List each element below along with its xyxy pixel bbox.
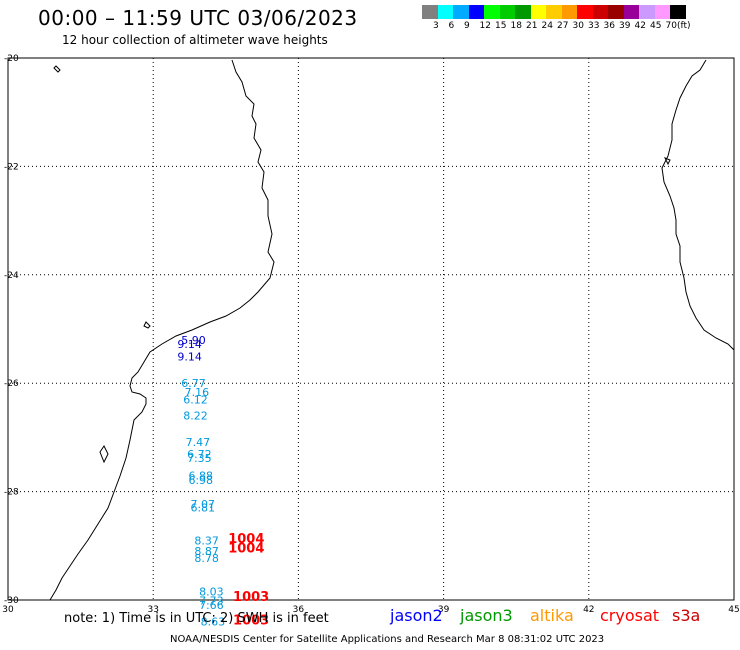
colorbar-label: 9 [464, 21, 470, 31]
african-coastline [49, 59, 275, 601]
colorbar-label: 33 [588, 21, 600, 31]
wave-height-label: 5.90 [181, 334, 206, 347]
wave-height-label: 6.77 [181, 377, 206, 390]
colorbar-swatch [468, 5, 484, 19]
lat-tick-label: -28 [4, 488, 19, 498]
pressure-label: 1004 [228, 541, 264, 556]
colorbar-label: 21 [526, 21, 538, 31]
wave-height-label: 8.03 [199, 586, 224, 599]
colorbar-swatch [623, 5, 639, 19]
lat-tick-label: -26 [4, 379, 19, 389]
colorbar-label: 36 [603, 21, 615, 31]
lat-tick-label: -20 [4, 54, 19, 64]
wave-height-label: 6.98 [189, 474, 214, 487]
colorbar-label: 45 [650, 21, 662, 31]
satellite-legend-item: s3a [672, 606, 701, 625]
footer-credit: NOAA/NESDIS Center for Satellite Applica… [170, 634, 605, 645]
colorbar-swatch [577, 5, 593, 19]
colorbar-label: 27 [557, 21, 569, 31]
island-marker [663, 157, 671, 166]
island-marker [143, 321, 151, 329]
pressure-label: 1003 [233, 613, 269, 628]
colorbar-label: 6 [448, 21, 455, 31]
colorbar-label: 30 [572, 21, 584, 31]
satellite-legend-item: jason3 [460, 606, 513, 625]
wave-height-label: 6.88 [189, 470, 214, 483]
colorbar-label: 3 [433, 21, 439, 31]
wave-height-label: 7.07 [190, 498, 215, 511]
colorbar-swatch [453, 5, 469, 19]
colorbar-label: 18 [510, 21, 522, 31]
colorbar-label: 42 [634, 21, 646, 31]
lon-tick-label: 45 [728, 605, 739, 615]
wave-height-label: 6.72 [187, 448, 212, 461]
wave-height-label: 6.81 [190, 502, 215, 515]
note-text: note: 1) Time is in UTC; 2) SWH is in fe… [64, 611, 329, 626]
colorbar-labels: 3 6 9 12 15 18 21 24 27 30 33 36 39 42 45 70 (ft) [422, 21, 740, 33]
island-marker [53, 65, 61, 73]
coastline [49, 59, 735, 601]
wave-height-label: 7.35 [187, 452, 212, 465]
wave-height-label: 7.47 [186, 436, 211, 449]
lake-marker [99, 445, 109, 464]
pressure-label: 1004 [228, 532, 264, 547]
map-title: 00:00 – 11:59 UTC 03/06/2023 [38, 6, 358, 30]
wave-height-labels: 5.909.149.146.777.166.128.227.476.727.35… [177, 334, 225, 628]
pressure-label: 1003 [233, 590, 269, 605]
colorbar-swatch [499, 5, 515, 19]
colorbar-swatch [670, 5, 686, 19]
wave-height-label: 8.63 [201, 615, 226, 628]
colorbar-label: 15 [495, 21, 507, 31]
colorbar-swatch [561, 5, 577, 19]
wave-height-label: 6.12 [183, 393, 208, 406]
wave-height-label: 8.37 [194, 535, 219, 548]
colorbar-label: 70 [665, 21, 677, 31]
wave-height-label: 7.16 [185, 386, 210, 399]
colorbar-swatch [546, 5, 562, 19]
colorbar-swatch [515, 5, 531, 19]
colorbar [422, 5, 686, 19]
colorbar-label: 12 [479, 21, 491, 31]
colorbar-swatch [422, 5, 438, 19]
map-subtitle: 12 hour collection of altimeter wave hei… [62, 33, 328, 47]
colorbar-swatch [639, 5, 655, 19]
colorbar-swatch [484, 5, 500, 19]
axis-labels: 30 33 36 39 42 45 -20 -22 -24 -26 -28 -30 [2, 54, 739, 615]
wave-height-label: 8.87 [194, 545, 219, 558]
colorbar-swatch [592, 5, 608, 19]
lon-tick-label: 33 [147, 605, 158, 615]
colorbar-swatch [608, 5, 624, 19]
madagascar-coastline [661, 59, 735, 351]
colorbar-swatch [437, 5, 453, 19]
colorbar-unit: (ft) [677, 21, 691, 31]
satellite-legend-item: cryosat [600, 606, 660, 625]
lon-tick-label: 30 [2, 605, 14, 615]
lon-tick-label: 36 [293, 605, 305, 615]
lon-tick-label: 39 [438, 605, 450, 615]
colorbar-swatch [654, 5, 670, 19]
lat-tick-label: -22 [4, 162, 19, 172]
wave-height-label: 7.73 [199, 594, 224, 607]
satellite-legend-item: jason2 [390, 606, 443, 625]
wave-height-label: 8.22 [183, 410, 208, 423]
colorbar-swatch [530, 5, 546, 19]
wave-height-label: 9.14 [177, 338, 202, 351]
satellite-legend-item: altika [530, 606, 574, 625]
colorbar-label: 39 [619, 21, 631, 31]
map-grid [7, 57, 735, 601]
lon-tick-label: 42 [583, 605, 594, 615]
wave-height-label: 8.78 [194, 552, 219, 565]
wave-height-label: 9.14 [177, 350, 202, 363]
lat-tick-label: -24 [4, 271, 19, 281]
colorbar-label: 24 [541, 21, 553, 31]
lat-tick-label: -30 [4, 596, 19, 606]
map-frame [7, 57, 735, 601]
wave-height-label: 7.66 [199, 599, 224, 612]
